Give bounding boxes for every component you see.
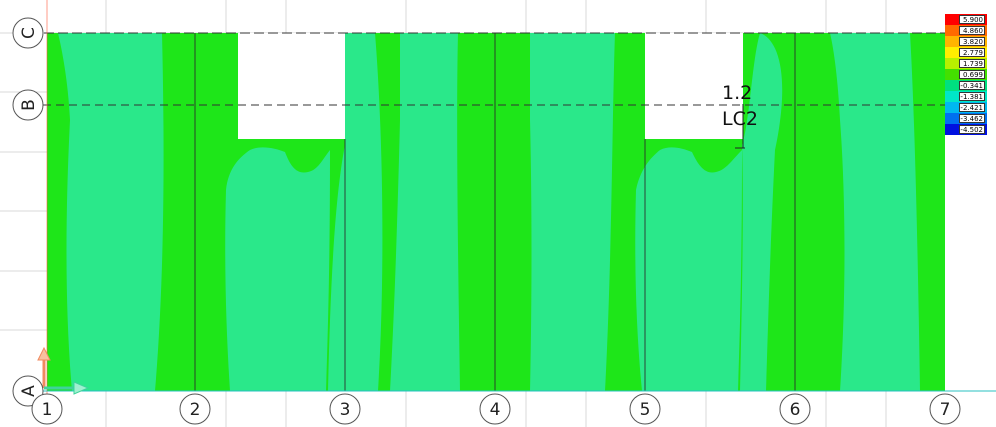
legend-row: 3.820: [945, 36, 987, 47]
row-label-B: B: [19, 99, 39, 111]
row-bubble-A[interactable]: A: [12, 375, 44, 407]
row-bubble-B[interactable]: B: [12, 89, 44, 121]
column-label-6: 6: [790, 400, 801, 420]
legend-row: -2.421: [945, 102, 987, 113]
column-label-1: 1: [42, 400, 53, 420]
row-label-A: A: [19, 385, 39, 397]
row-label-C: C: [19, 27, 39, 39]
legend-value: -3.462: [959, 114, 985, 123]
legend-value: 1.739: [959, 59, 985, 68]
legend-value: -0.341: [959, 81, 985, 90]
legend-value: 2.779: [959, 48, 985, 57]
column-bubble-4[interactable]: 4: [479, 393, 511, 425]
column-label-5: 5: [640, 400, 651, 420]
column-label-4: 4: [490, 400, 501, 420]
legend-row: -0.341: [945, 80, 987, 91]
slab-contour-base: [47, 33, 945, 391]
column-label-3: 3: [340, 400, 351, 420]
legend-row: -3.462: [945, 113, 987, 124]
column-label-2: 2: [190, 400, 201, 420]
column-bubble-3[interactable]: 3: [329, 393, 361, 425]
column-label-7: 7: [940, 400, 951, 420]
legend-value: 3.820: [959, 37, 985, 46]
column-bubble-5[interactable]: 5: [629, 393, 661, 425]
contour-bands-light: [58, 33, 920, 391]
legend-row: 2.779: [945, 47, 987, 58]
axes-triad: [37, 346, 90, 395]
legend-value: 4.860: [959, 26, 985, 35]
legend-value: 5.900: [959, 15, 985, 24]
load-factor-label: 1.2: [722, 82, 752, 104]
legend-value: -2.421: [959, 103, 985, 112]
opening-left: [238, 33, 345, 139]
load-case-label: LC2: [722, 108, 758, 130]
legend-row: -4.502: [945, 124, 987, 135]
legend-row: 1.739: [945, 58, 987, 69]
structural-grid: [194, 33, 796, 391]
column-bubble-7[interactable]: 7: [929, 393, 961, 425]
column-bubble-6[interactable]: 6: [779, 393, 811, 425]
legend-value: -1.381: [959, 92, 985, 101]
legend-row: 4.860: [945, 25, 987, 36]
legend-value: -4.502: [959, 125, 985, 134]
legend-row: 5.900: [945, 14, 987, 25]
legend-row: 0.699: [945, 69, 987, 80]
legend-value: 0.699: [959, 70, 985, 79]
contour-legend: 5.900 4.860 3.820 2.779 1.739 0.699 -0.341 -1.3…: [945, 14, 987, 135]
column-bubble-2[interactable]: 2: [179, 393, 211, 425]
column-bubble-1[interactable]: 1: [31, 393, 63, 425]
row-bubble-C[interactable]: C: [12, 17, 44, 49]
legend-row: -1.381: [945, 91, 987, 102]
opening-right: [645, 33, 743, 139]
